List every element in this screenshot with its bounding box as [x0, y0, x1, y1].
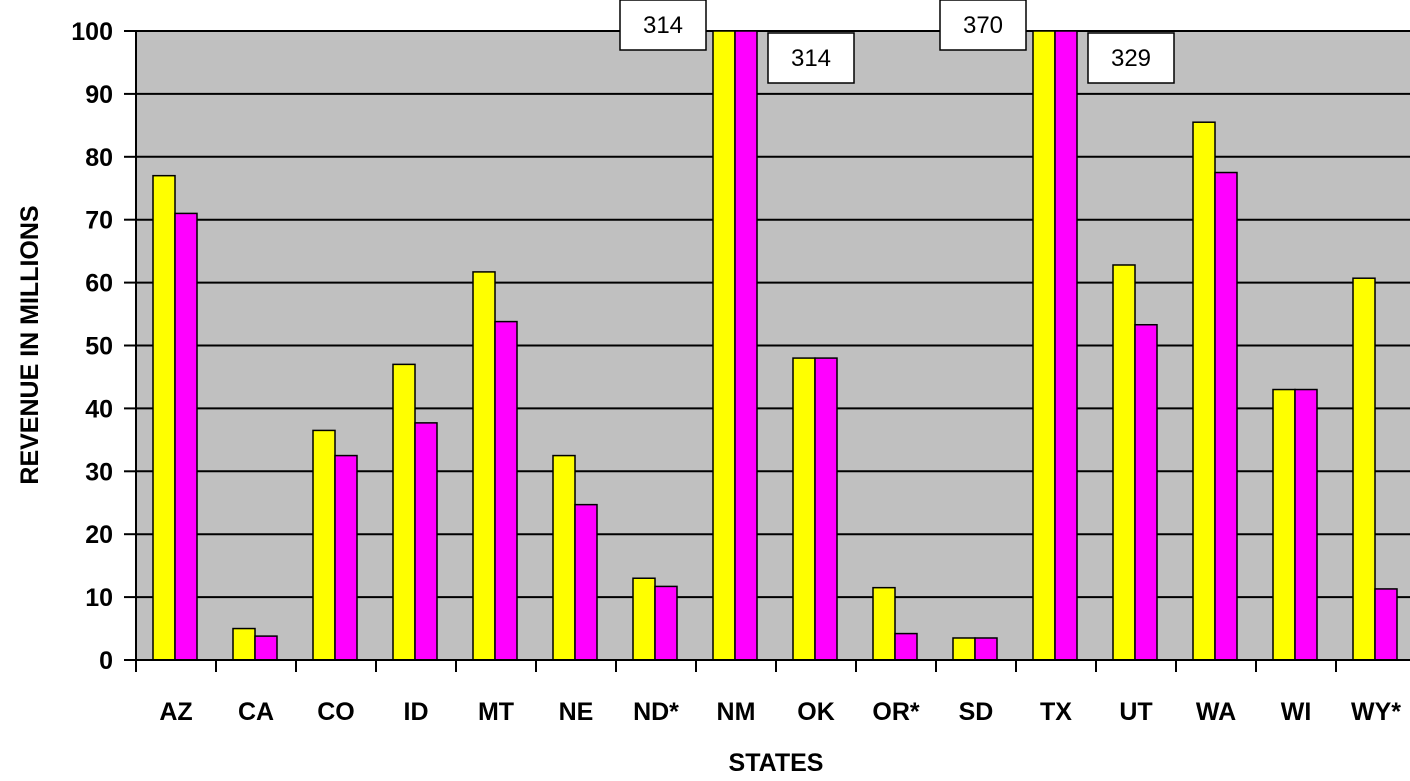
bar-WA-s2 — [1214, 171, 1238, 661]
y-tick-label: 90 — [85, 81, 113, 109]
callout-value: 329 — [1111, 45, 1151, 72]
y-tick-label: 70 — [85, 207, 113, 235]
bar-WY-s2 — [1374, 588, 1398, 661]
bar-OK-s2 — [814, 357, 838, 661]
bar-CA-s2 — [254, 635, 278, 661]
x-tick-label: WI — [1281, 698, 1312, 726]
bar-UT-s2 — [1134, 323, 1158, 661]
bar-CO-s2 — [334, 454, 358, 661]
bar-CA-s1 — [232, 627, 256, 661]
y-tick-label: 60 — [85, 270, 113, 298]
bar-WI-s1 — [1272, 388, 1296, 661]
axes: 0 10 20 30 40 50 60 70 80 90 100 AZ CA CO ID MT NE ND* NM O… — [71, 18, 1410, 726]
bar-UT-s1 — [1112, 264, 1136, 661]
x-tick-label: ID — [404, 698, 429, 726]
x-tick-label: WA — [1196, 698, 1236, 726]
x-tick-label: SD — [959, 698, 994, 726]
y-tick-label: 10 — [85, 584, 113, 612]
bar-OR-s2 — [894, 632, 918, 661]
bar-WA-s1 — [1192, 121, 1216, 661]
bar-NM-s2 — [734, 30, 758, 661]
bar-ND-s1 — [632, 577, 656, 661]
callout-box — [939, 0, 1027, 51]
x-tick-label: UT — [1119, 698, 1152, 726]
y-tick-label: 40 — [85, 395, 113, 423]
bar-AZ-s1 — [152, 174, 176, 661]
x-tick-label: NM — [717, 698, 756, 726]
callout-NM-s2: 314 — [767, 32, 855, 84]
x-tick-label: OK — [797, 698, 835, 726]
bar-TX-s1 — [1032, 30, 1056, 661]
bar-ND-s2 — [654, 585, 678, 661]
callout-value: 314 — [791, 45, 831, 72]
callout-box — [1087, 32, 1175, 84]
callout-value: 314 — [643, 12, 683, 39]
callout-TX-s1: 370 — [939, 0, 1027, 51]
bar-SD-s1 — [952, 637, 976, 661]
x-axis-title: STATES — [729, 749, 824, 777]
callout-box — [619, 0, 707, 51]
bars — [152, 30, 1398, 661]
y-axis-title: REVENUE IN MILLIONS — [16, 205, 44, 484]
bar-OK-s1 — [792, 357, 816, 661]
callout-box — [767, 32, 855, 84]
bar-NE-s1 — [552, 454, 576, 661]
bar-AZ-s2 — [174, 212, 198, 661]
callout-TX-s2: 329 — [1087, 32, 1175, 84]
bar-ID-s2 — [414, 422, 438, 661]
x-tick-label: NE — [559, 698, 594, 726]
bar-OR-s1 — [872, 586, 896, 661]
bar-MT-s1 — [472, 271, 496, 661]
callout-value: 370 — [963, 12, 1003, 39]
x-tick-label: ND* — [633, 698, 679, 726]
y-tick-label: 20 — [85, 521, 113, 549]
bar-NM-s1 — [712, 30, 736, 661]
y-tick-label: 80 — [85, 144, 113, 172]
bar-WY-s1 — [1352, 277, 1376, 661]
bar-CO-s1 — [312, 429, 336, 661]
callout-NM-s1: 314 — [619, 0, 707, 51]
x-tick-label: AZ — [159, 698, 192, 726]
x-tick-label: WY* — [1351, 698, 1401, 726]
bar-WI-s2 — [1294, 388, 1318, 661]
y-tick-label: 50 — [85, 333, 113, 361]
x-tick-label: CA — [238, 698, 274, 726]
bar-MT-s2 — [494, 320, 518, 661]
bar-NE-s2 — [574, 503, 598, 661]
y-tick-label: 0 — [99, 647, 113, 675]
y-tick-label: 30 — [85, 458, 113, 486]
x-tick-label: TX — [1040, 698, 1072, 726]
x-tick-label: CO — [317, 698, 355, 726]
value-callouts: 314 314 370 329 — [619, 0, 1175, 84]
bar-ID-s1 — [392, 363, 416, 661]
x-tick-label: MT — [478, 698, 514, 726]
bar-SD-s2 — [974, 637, 998, 661]
y-tick-label: 100 — [71, 18, 113, 46]
bar-TX-s2 — [1054, 30, 1078, 661]
x-tick-label: OR* — [872, 698, 920, 726]
